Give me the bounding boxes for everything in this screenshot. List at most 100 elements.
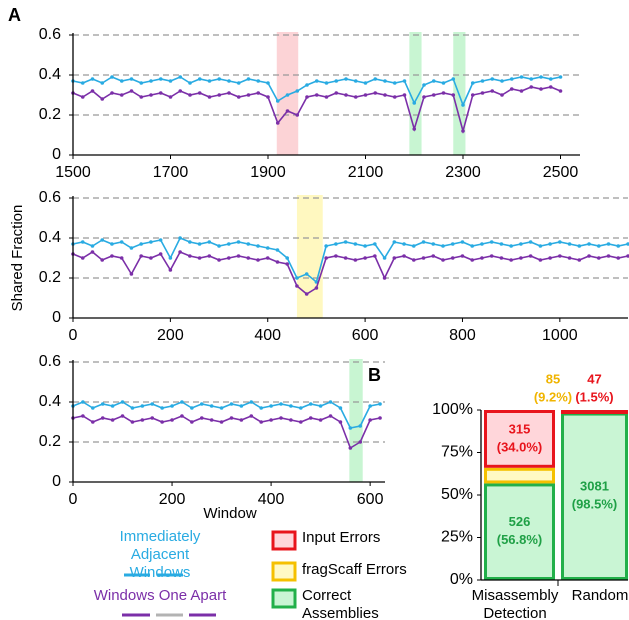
point: [548, 242, 552, 246]
y-tick-label: 0.4: [39, 66, 61, 83]
point: [324, 81, 329, 85]
x-tick-label: 400: [258, 491, 285, 508]
point: [328, 400, 333, 404]
point: [318, 404, 323, 408]
point: [470, 244, 475, 248]
point: [226, 242, 231, 246]
point: [324, 95, 329, 99]
point: [348, 426, 353, 430]
point: [227, 91, 231, 95]
point: [363, 81, 368, 85]
point: [441, 91, 446, 95]
y-tick-label: 0.4: [39, 229, 61, 246]
point: [528, 254, 533, 258]
point: [373, 77, 378, 81]
point: [249, 414, 254, 418]
point: [299, 420, 303, 424]
legend-label: Immediately Adjacent Windows: [119, 528, 201, 581]
legend-label: Correct Assemblies: [302, 587, 379, 620]
point: [239, 418, 244, 422]
point: [90, 89, 95, 93]
point: [129, 77, 134, 81]
x-tick-label: 0: [69, 327, 78, 344]
point: [246, 242, 251, 246]
point: [119, 79, 124, 83]
point: [305, 95, 309, 99]
point: [207, 240, 212, 244]
y-tick-label: 0: [52, 473, 61, 490]
point: [217, 258, 221, 262]
y-tick-label: 0.6: [39, 353, 61, 370]
point: [168, 95, 173, 99]
point: [279, 402, 283, 406]
point: [528, 240, 533, 244]
point: [139, 95, 144, 99]
point: [373, 91, 378, 95]
bar-segment: [561, 412, 628, 580]
point: [480, 242, 484, 246]
point: [110, 75, 114, 79]
point: [129, 246, 134, 250]
point: [168, 256, 173, 260]
point: [178, 250, 182, 254]
series-line: [72, 250, 629, 295]
point: [431, 254, 436, 258]
point: [209, 418, 214, 422]
x-tick-label: 600: [352, 327, 379, 344]
legend-label: fragScaff Errors: [302, 561, 407, 578]
point: [178, 75, 183, 79]
point: [626, 242, 629, 246]
x-tick-label: 1900: [250, 164, 286, 181]
x-tick-label: 600: [357, 491, 384, 508]
point: [558, 254, 562, 258]
y-tick-label: 100%: [432, 401, 473, 418]
point: [450, 242, 455, 246]
point: [275, 99, 280, 103]
point: [149, 93, 153, 97]
point: [470, 93, 475, 97]
point: [343, 256, 348, 260]
point: [431, 93, 436, 97]
x-tick-label: 2500: [543, 164, 579, 181]
point: [412, 127, 417, 131]
y-tick-label: 50%: [441, 486, 473, 503]
point: [110, 254, 114, 258]
point: [373, 242, 377, 246]
point: [383, 93, 387, 97]
point: [441, 258, 445, 262]
x-tick-label: 1000: [542, 327, 578, 344]
point: [368, 404, 372, 408]
point: [100, 402, 105, 406]
point: [378, 402, 382, 406]
point: [460, 254, 465, 258]
point: [567, 242, 572, 246]
point: [358, 440, 363, 444]
point: [318, 418, 323, 422]
bar-segment: [484, 483, 555, 580]
point: [188, 93, 192, 97]
point: [217, 93, 222, 97]
point: [81, 414, 85, 418]
value-label: (1.5%): [575, 389, 613, 404]
point: [422, 83, 426, 87]
point: [567, 256, 572, 260]
point: [158, 252, 163, 256]
point: [178, 236, 182, 240]
y-tick-label: 0.6: [39, 189, 61, 206]
point: [529, 85, 534, 89]
point: [616, 256, 621, 260]
point: [168, 268, 173, 272]
value-label: (9.2%): [534, 389, 572, 404]
y-tick-label: 0.2: [39, 269, 61, 286]
x-tick-label: Random: [572, 587, 629, 604]
y-tick-label: 25%: [441, 529, 473, 546]
point: [197, 242, 202, 246]
point: [363, 244, 367, 248]
point: [90, 77, 95, 81]
point: [538, 258, 543, 262]
point: [353, 95, 358, 99]
point: [140, 404, 145, 408]
legend-swatch: [271, 530, 297, 551]
point: [80, 240, 85, 244]
point: [499, 256, 504, 260]
